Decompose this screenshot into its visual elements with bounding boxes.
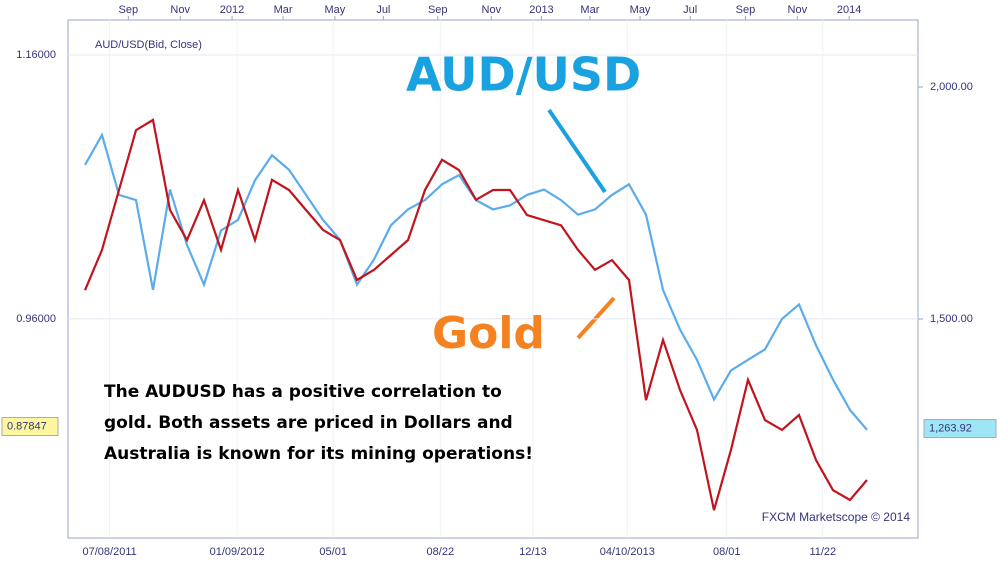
- y2-tick-label: 2,000.00: [930, 81, 973, 93]
- indicator-label: AUD/USD(Bid, Close): [95, 39, 202, 51]
- x-tick-label: 07/08/2011: [83, 546, 137, 558]
- top-x-tick-label: 2013: [529, 4, 553, 16]
- x-tick-label: 01/09/2012: [210, 546, 265, 558]
- last-value-box: [923, 419, 997, 439]
- top-x-tick-label: Mar: [580, 4, 599, 16]
- y-tick-label: 1.16000: [16, 49, 56, 61]
- top-x-tick-label: 2012: [220, 4, 244, 16]
- last-value-label: 0.87847: [7, 420, 47, 432]
- y-tick-label: 0.96000: [16, 313, 56, 325]
- top-x-tick-label: Nov: [788, 4, 808, 16]
- x-tick-label: 05/01: [319, 546, 347, 558]
- arrow: [547, 108, 607, 194]
- note-line: gold. Both assets are priced in Dollars …: [104, 413, 513, 433]
- last-value-label: 1,263.92: [929, 422, 972, 434]
- top-x-tick-label: Jul: [683, 4, 697, 16]
- note-line: Australia is known for its mining operat…: [104, 444, 533, 464]
- top-x-tick-label: Sep: [428, 4, 448, 16]
- series-label: Gold: [432, 308, 545, 359]
- top-x-tick-label: Sep: [119, 4, 139, 16]
- x-tick-label: 08/22: [427, 546, 455, 558]
- x-tick-label: 04/10/2013: [600, 546, 655, 558]
- series-line: [83, 118, 868, 511]
- top-x-tick-label: Nov: [482, 4, 502, 16]
- series-label: AUD/USD: [406, 48, 641, 102]
- top-x-tick-label: Mar: [274, 4, 293, 16]
- arrow: [576, 296, 616, 340]
- x-tick-label: 08/01: [713, 546, 741, 558]
- top-x-tick-label: May: [630, 4, 651, 16]
- y2-tick-label: 1,500.00: [930, 313, 973, 325]
- last-value-box: [1, 417, 59, 437]
- top-x-tick-label: May: [325, 4, 346, 16]
- top-x-tick-label: Nov: [170, 4, 190, 16]
- plot-frame: [67, 19, 919, 539]
- top-x-tick-label: Jul: [376, 4, 390, 16]
- x-tick-label: 11/22: [809, 546, 836, 558]
- top-x-tick-label: Sep: [736, 4, 756, 16]
- top-x-tick-label: 2014: [837, 4, 861, 16]
- watermark: FXCM Marketscope © 2014: [762, 510, 911, 524]
- note-line: The AUDUSD has a positive correlation to: [104, 382, 502, 402]
- x-tick-label: 12/13: [519, 546, 547, 558]
